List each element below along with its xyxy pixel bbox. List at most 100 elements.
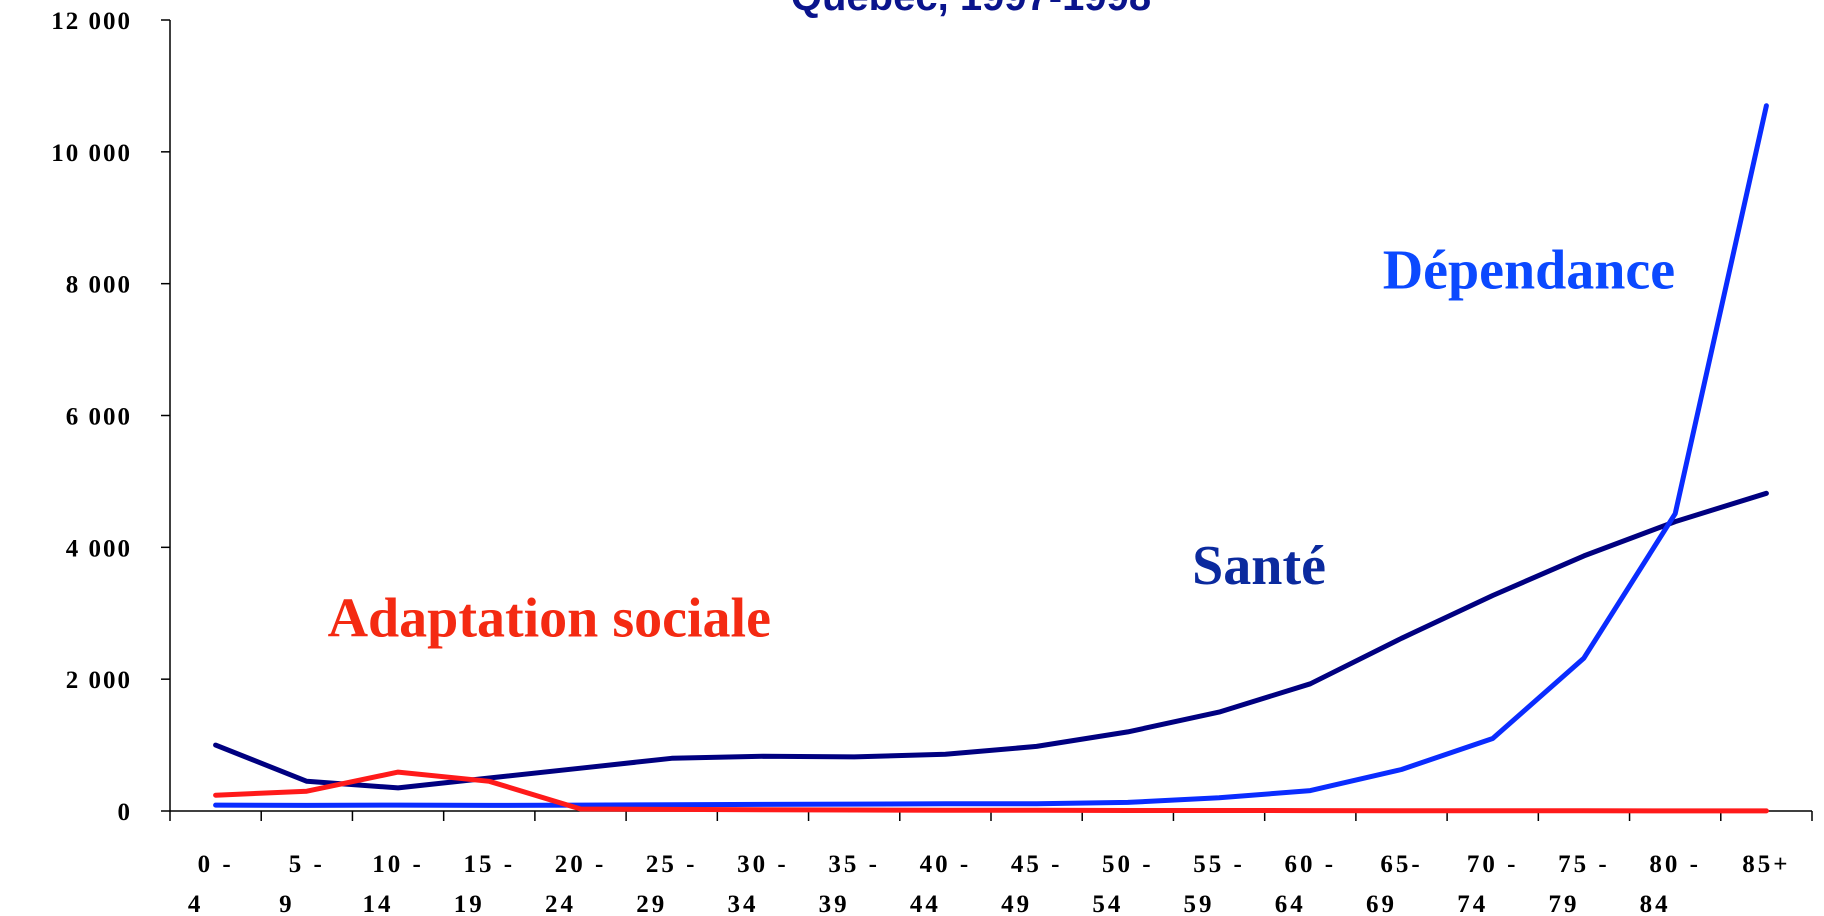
- data-point-adaptation-sociale: [1764, 809, 1768, 813]
- data-point-d-pendance: [1673, 512, 1677, 516]
- data-point-adaptation-sociale: [1308, 809, 1312, 813]
- data-point-sant-: [305, 779, 309, 783]
- x-tick-label: 35 -: [828, 851, 880, 878]
- data-point-sant-: [1400, 636, 1403, 640]
- x-tick-label: 80 -: [1649, 851, 1701, 878]
- data-point-adaptation-sociale: [852, 808, 856, 812]
- data-point-adaptation-sociale: [579, 807, 582, 811]
- x-tick-label: 59: [1184, 891, 1215, 916]
- data-point-sant-: [1035, 744, 1039, 748]
- data-point-sant-: [852, 755, 856, 759]
- x-tick-label: 84: [1640, 891, 1671, 916]
- data-point-sant-: [943, 752, 947, 756]
- data-point-sant-: [1764, 491, 1768, 495]
- data-point-adaptation-sociale: [1673, 809, 1677, 813]
- data-point-d-pendance: [1308, 789, 1312, 793]
- data-point-adaptation-sociale: [487, 779, 491, 783]
- x-tick-label: 44: [910, 891, 941, 916]
- x-tick-label: 15 -: [463, 851, 515, 878]
- data-point-adaptation-sociale: [1217, 809, 1221, 813]
- series-label-d-pendance: Dépendance: [1383, 240, 1675, 302]
- x-tick-label: 0 -: [198, 851, 234, 878]
- y-tick-label: 10 000: [51, 140, 132, 167]
- data-point-d-pendance: [1126, 800, 1130, 804]
- x-tick-label: 64: [1275, 891, 1306, 916]
- data-point-d-pendance: [396, 803, 400, 807]
- x-tick-label: 60 -: [1284, 851, 1336, 878]
- data-point-sant-: [579, 766, 582, 770]
- x-tick-label: 40 -: [920, 851, 972, 878]
- x-tick-label: 50 -: [1102, 851, 1154, 878]
- x-tick-label: 30 -: [737, 851, 789, 878]
- x-tick-label: 70 -: [1467, 851, 1519, 878]
- x-tick-label: 5 -: [289, 851, 325, 878]
- data-point-d-pendance: [1400, 767, 1403, 771]
- data-point-d-pendance: [852, 802, 856, 806]
- x-tick-label: 75 -: [1558, 851, 1610, 878]
- data-point-adaptation-sociale: [1491, 809, 1495, 813]
- x-tick-label: 85+: [1742, 851, 1790, 878]
- data-point-d-pendance: [1035, 802, 1039, 806]
- x-tick-label: 49: [1001, 891, 1032, 916]
- data-point-d-pendance: [1491, 736, 1495, 740]
- y-tick-label: 8 000: [66, 272, 132, 299]
- data-point-adaptation-sociale: [943, 808, 947, 812]
- data-point-d-pendance: [670, 803, 674, 807]
- x-tick-label: 9: [279, 891, 295, 916]
- data-point-sant-: [1582, 554, 1586, 558]
- x-tick-label: 10 -: [372, 851, 424, 878]
- data-point-d-pendance: [214, 803, 218, 807]
- data-point-adaptation-sociale: [670, 807, 674, 811]
- series-label-adaptation-sociale: Adaptation sociale: [328, 587, 771, 649]
- x-tick-label: 24: [545, 891, 576, 916]
- x-tick-label: 55 -: [1193, 851, 1245, 878]
- x-tick-label: 74: [1457, 891, 1488, 916]
- x-tick-label: 4: [188, 891, 204, 916]
- data-point-d-pendance: [1582, 656, 1586, 660]
- series-line-adaptation-sociale: [213, 769, 1769, 814]
- y-tick-label: 6 000: [66, 404, 132, 431]
- data-point-adaptation-sociale: [1400, 809, 1403, 813]
- x-tick-label: 14: [363, 891, 394, 916]
- data-point-d-pendance: [1764, 104, 1768, 108]
- data-point-sant-: [1673, 520, 1677, 524]
- data-point-adaptation-sociale: [396, 770, 400, 774]
- data-point-sant-: [214, 743, 218, 747]
- y-axis-ticks: 0 2 000 4 000 6 000 8 000 10 000 12 000: [51, 8, 170, 826]
- data-point-adaptation-sociale: [1126, 808, 1130, 812]
- x-tick-label: 20 -: [555, 851, 607, 878]
- y-tick-label: 4 000: [66, 535, 132, 562]
- data-point-sant-: [396, 786, 400, 790]
- x-tick-label: 34: [727, 891, 758, 916]
- x-tick-label: 25 -: [646, 851, 698, 878]
- data-point-adaptation-sociale: [1582, 809, 1586, 813]
- data-point-d-pendance: [1217, 796, 1221, 800]
- data-point-adaptation-sociale: [305, 789, 309, 793]
- data-point-d-pendance: [487, 803, 491, 807]
- data-point-adaptation-sociale: [761, 808, 765, 812]
- series-label-sant-: Santé: [1192, 535, 1326, 597]
- data-point-d-pendance: [305, 803, 309, 807]
- data-point-sant-: [1491, 593, 1495, 597]
- series-lines: [213, 103, 1769, 814]
- chart-title: Québec, 1997-1998: [791, 0, 1151, 19]
- data-point-adaptation-sociale: [1035, 808, 1039, 812]
- series-line-d-pendance: [213, 103, 1769, 808]
- x-tick-label: 79: [1548, 891, 1579, 916]
- x-tick-label: 69: [1366, 891, 1397, 916]
- x-tick-label: 65-: [1380, 851, 1422, 878]
- data-point-d-pendance: [943, 802, 947, 806]
- data-point-sant-: [1126, 730, 1130, 734]
- axes: [169, 20, 1812, 812]
- x-tick-label: 45 -: [1011, 851, 1063, 878]
- data-point-d-pendance: [761, 802, 765, 806]
- data-point-sant-: [1217, 710, 1221, 714]
- series-labels: Dépendance Santé Adaptation sociale: [328, 240, 1676, 650]
- y-tick-label: 2 000: [66, 667, 132, 694]
- y-tick-label: 12 000: [51, 8, 132, 35]
- data-point-sant-: [761, 754, 765, 758]
- x-tick-label: 19: [454, 891, 485, 916]
- x-tick-label: 29: [636, 891, 667, 916]
